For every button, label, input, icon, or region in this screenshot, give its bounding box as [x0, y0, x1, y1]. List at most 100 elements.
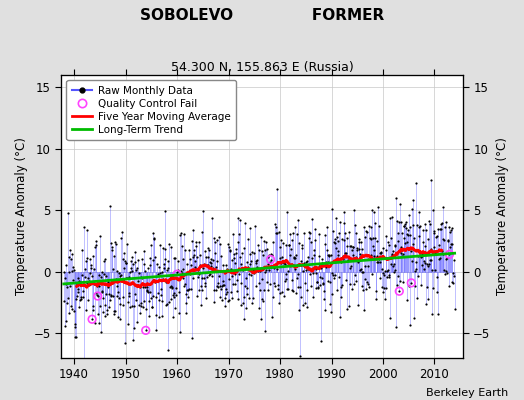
Point: [423, 261, 431, 268]
Point: [155, 314, 163, 320]
Point: [228, 257, 237, 264]
Point: [170, 255, 179, 261]
Point: [167, 244, 175, 250]
Point: [318, 256, 326, 262]
Point: [231, 281, 239, 288]
Point: [400, 223, 408, 229]
Point: [84, 296, 92, 303]
Point: [77, 294, 85, 300]
Point: [268, 252, 277, 258]
Point: [148, 257, 157, 263]
Point: [336, 218, 344, 225]
Point: [412, 180, 420, 186]
Point: [253, 264, 261, 270]
Point: [193, 254, 201, 260]
Point: [141, 327, 150, 334]
Point: [210, 298, 219, 305]
Point: [151, 327, 160, 334]
Point: [300, 260, 308, 266]
Point: [432, 234, 440, 240]
Point: [388, 214, 397, 220]
Point: [356, 267, 364, 274]
Point: [381, 268, 389, 274]
Point: [447, 225, 456, 231]
Point: [376, 259, 385, 266]
Point: [311, 237, 320, 243]
Point: [449, 270, 457, 277]
Point: [431, 250, 439, 256]
Point: [171, 304, 179, 311]
Point: [297, 294, 305, 300]
Point: [317, 265, 325, 272]
Point: [71, 321, 79, 328]
Point: [389, 261, 398, 267]
Point: [64, 295, 72, 302]
Point: [219, 261, 227, 268]
Point: [202, 254, 211, 260]
Point: [365, 223, 373, 229]
Point: [241, 282, 249, 289]
Point: [315, 231, 324, 237]
Point: [447, 240, 455, 247]
Point: [330, 236, 339, 242]
Point: [118, 302, 127, 308]
Point: [89, 307, 97, 314]
Point: [322, 259, 330, 266]
Point: [234, 239, 243, 246]
Point: [430, 230, 439, 237]
Point: [261, 267, 270, 274]
Point: [421, 260, 430, 266]
Point: [394, 230, 402, 236]
Point: [446, 226, 455, 233]
Point: [163, 347, 172, 353]
Point: [99, 294, 107, 301]
Point: [265, 266, 273, 273]
Point: [268, 314, 276, 320]
Point: [323, 278, 332, 284]
Point: [105, 291, 113, 298]
Point: [387, 252, 396, 258]
Point: [133, 319, 141, 326]
Point: [130, 303, 138, 310]
Point: [222, 262, 231, 268]
Point: [408, 258, 417, 264]
Point: [301, 300, 309, 306]
Point: [196, 302, 205, 308]
Point: [297, 257, 305, 264]
Point: [117, 275, 126, 282]
Point: [188, 238, 196, 244]
Point: [379, 288, 387, 295]
Point: [419, 239, 427, 245]
Point: [392, 324, 400, 330]
Point: [408, 197, 417, 203]
Point: [448, 241, 456, 247]
Point: [74, 286, 83, 292]
Point: [137, 273, 146, 280]
Point: [212, 237, 221, 244]
Point: [100, 258, 108, 264]
Point: [135, 302, 143, 308]
Point: [415, 224, 423, 230]
Point: [297, 261, 305, 268]
Point: [377, 284, 386, 290]
Point: [316, 282, 324, 288]
Point: [434, 226, 442, 232]
Point: [430, 228, 438, 234]
Point: [396, 244, 405, 250]
Point: [91, 242, 100, 248]
Point: [230, 250, 238, 257]
Point: [287, 246, 296, 252]
Point: [429, 285, 438, 292]
Point: [373, 258, 381, 265]
Point: [110, 253, 118, 260]
Point: [134, 278, 143, 284]
Point: [85, 282, 93, 289]
Point: [328, 206, 336, 212]
Point: [249, 250, 258, 256]
Point: [417, 282, 425, 288]
Point: [70, 308, 78, 315]
Point: [204, 246, 213, 253]
Point: [92, 290, 101, 296]
Point: [434, 242, 443, 248]
Point: [380, 284, 388, 291]
